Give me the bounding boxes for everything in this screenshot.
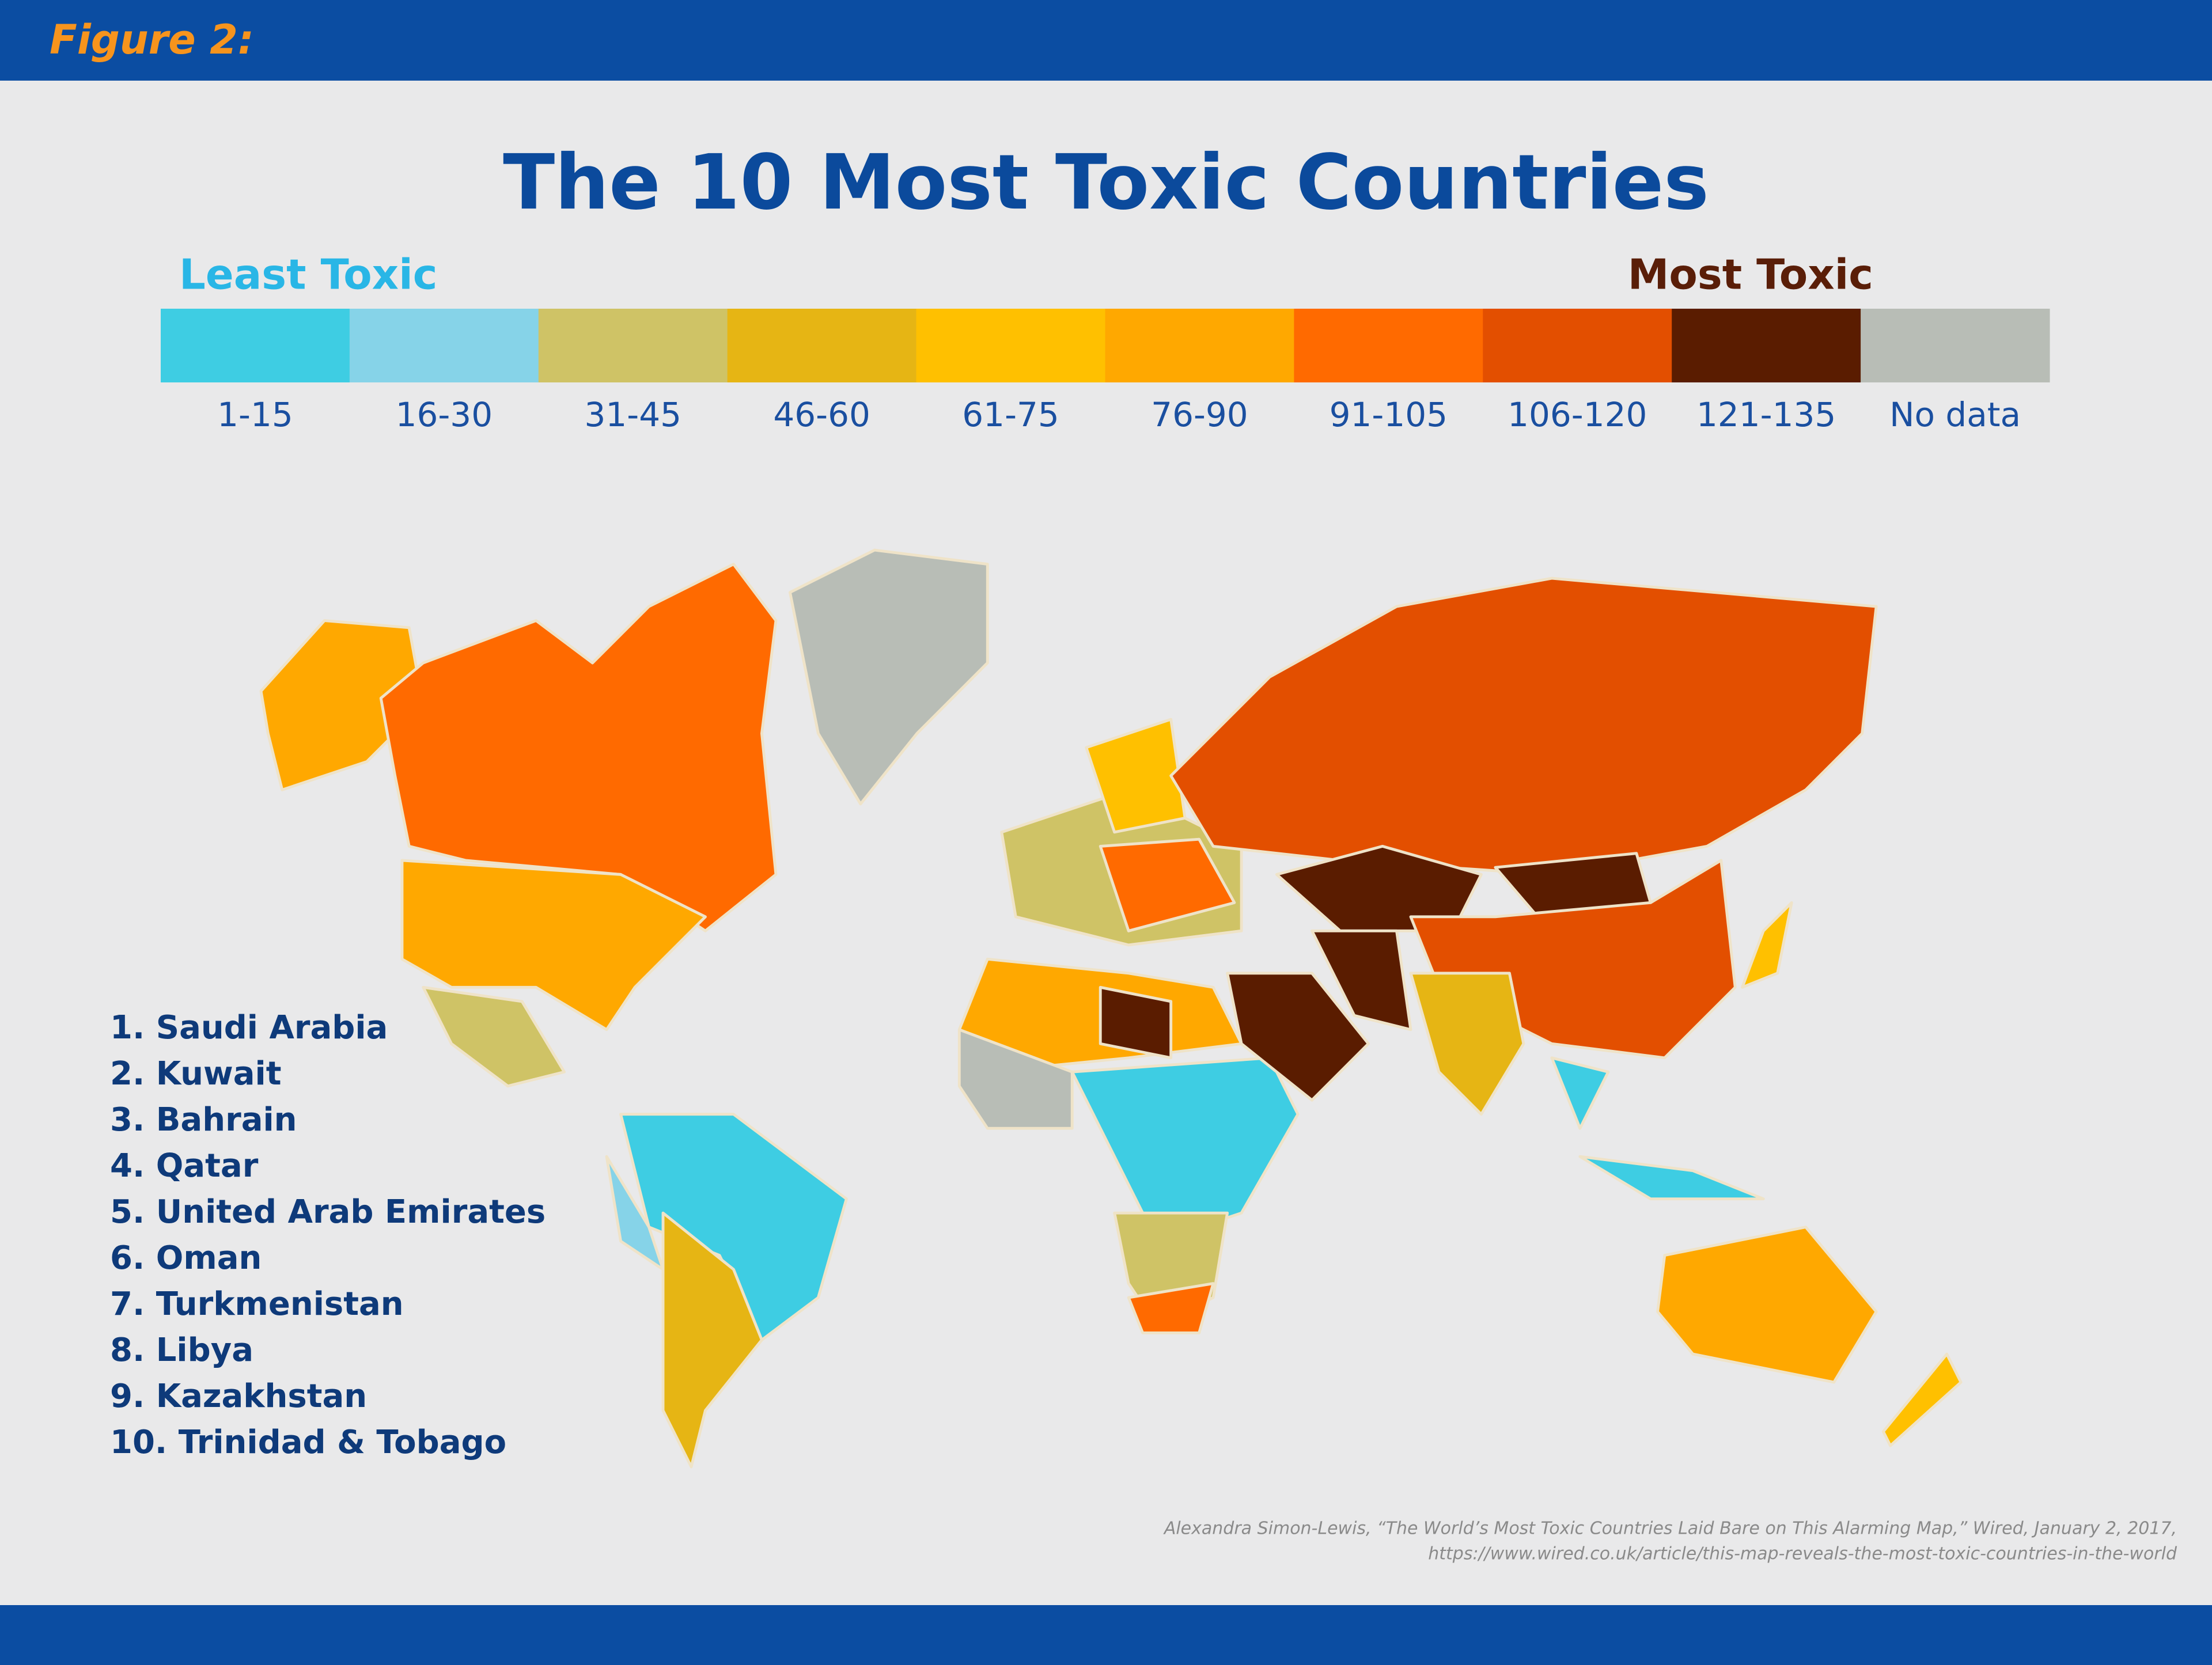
region	[788, 548, 989, 806]
citation-line: https://www.wired.co.uk/article/this-map…	[1428, 1544, 2177, 1564]
region	[1085, 718, 1187, 834]
legend-swatch	[1672, 309, 1861, 382]
ranking-item: 7. Turkmenistan	[110, 1285, 404, 1323]
legend-label: 1-15	[217, 395, 293, 434]
legend-label: 106-120	[1508, 395, 1647, 434]
figure-label: Figure 2:	[50, 16, 254, 63]
region	[957, 1028, 1074, 1130]
region	[1578, 1155, 1765, 1201]
ranking-item: 1. Saudi Arabia	[110, 1009, 388, 1046]
region	[1099, 837, 1236, 932]
ranking-item: 8. Libya	[110, 1332, 253, 1369]
ranking-item: 4. Qatar	[110, 1147, 259, 1185]
ranking-item: 6. Oman	[110, 1239, 262, 1277]
legend-low-label: Least Toxic	[179, 251, 437, 299]
legend-label: No data	[1889, 395, 2021, 434]
ranking-item: 10. Trinidad & Tobago	[110, 1424, 506, 1461]
region	[400, 859, 707, 1031]
region	[1099, 985, 1173, 1060]
legend: 1-15 16-30 31-45 46-60 61-75 76-90 91-105 106-1…	[161, 309, 2050, 434]
citation: Alexandra Simon-Lewis, “The World’s Most…	[1163, 1519, 2177, 1564]
top-bar	[0, 0, 2212, 81]
legend-label: 61-75	[962, 395, 1059, 434]
title: The 10 Most Toxic Countries	[503, 138, 1709, 227]
legend-swatch	[161, 309, 350, 382]
legend-label: 46-60	[773, 395, 870, 434]
bottom-bar	[0, 1605, 2212, 1665]
legend-label: 76-90	[1151, 395, 1248, 434]
legend-swatch	[349, 309, 539, 382]
legend-swatch	[1861, 309, 2050, 382]
legend-swatch	[1294, 309, 1483, 382]
region	[1656, 1226, 1878, 1384]
region	[619, 1113, 848, 1341]
legend-swatch	[538, 309, 728, 382]
legend-label: 16-30	[396, 395, 493, 434]
region	[1310, 929, 1412, 1031]
region	[422, 985, 566, 1088]
region	[1275, 844, 1483, 932]
region	[1226, 972, 1370, 1102]
legend-label: 31-45	[584, 395, 681, 434]
region	[1881, 1352, 1963, 1447]
legend-high-label: Most Toxic	[1628, 251, 1873, 299]
region	[1127, 1282, 1215, 1334]
legend-label: 91-105	[1330, 395, 1448, 434]
ranking-list: 1. Saudi Arabia 2. Kuwait 3. Bahrain 4. Qat…	[110, 1009, 546, 1461]
region	[1409, 972, 1525, 1116]
legend-swatch	[916, 309, 1105, 382]
ranking-item: 3. Bahrain	[110, 1101, 297, 1139]
ranking-item: 2. Kuwait	[110, 1055, 282, 1093]
legend-swatch	[727, 309, 917, 382]
region	[1550, 1056, 1610, 1130]
legend-swatch	[1483, 309, 1672, 382]
legend-swatch	[1105, 309, 1294, 382]
region	[1741, 901, 1793, 989]
citation-line: Alexandra Simon-Lewis, “The World’s Most…	[1163, 1519, 2177, 1539]
ranking-item: 9. Kazakhstan	[110, 1378, 367, 1415]
region	[661, 1211, 763, 1469]
world-map	[259, 548, 1963, 1469]
region	[1169, 577, 1878, 876]
ranking-item: 5. United Arab Emirates	[110, 1193, 546, 1231]
legend-label: 121-135	[1696, 395, 1836, 434]
region	[379, 563, 778, 932]
